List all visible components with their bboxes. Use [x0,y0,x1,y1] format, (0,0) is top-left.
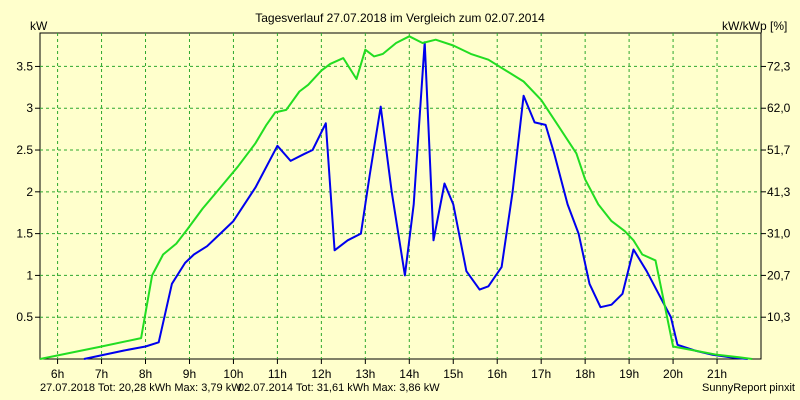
x-tick-label: 21h [707,367,727,381]
y-tick-label-left: 2.5 [16,143,33,157]
footer-credit: SunnyReport pinxit [702,382,795,394]
x-tick-label: 7h [95,367,108,381]
footer-series1-summary: 27.07.2018 Tot: 20,28 kWh Max: 3,79 kW [40,382,242,394]
y-tick-label-right: 72,3 [767,59,791,73]
x-tick-label: 10h [223,367,243,381]
gridlines [35,33,766,364]
y-tick-label-right: 41,3 [767,185,791,199]
y-tick-label-left: 3.5 [16,59,33,73]
x-tick-label: 16h [487,367,507,381]
x-tick-label: 15h [443,367,463,381]
y-axis-label-left: kW [30,19,48,33]
chart-title: Tagesverlauf 27.07.2018 im Vergleich zum… [255,11,545,25]
x-tick-label: 11h [268,367,287,381]
y-tick-label-right: 51,7 [767,143,791,157]
series-lines [39,35,753,360]
y-axis-label-right: kW/kWp [%] [722,19,787,33]
x-tick-label: 8h [139,367,152,381]
x-tick-label: 17h [531,367,551,381]
y-tick-label-left: 3 [26,101,33,115]
x-tick-label: 19h [619,367,639,381]
y-tick-label-right: 10,3 [767,310,791,324]
y-tick-label-right: 62,0 [767,101,791,115]
plot-area [39,32,762,360]
x-tick-label: 12h [311,367,331,381]
x-tick-label: 14h [399,367,419,381]
series-line-1 [83,41,748,360]
y-tick-label-left: 1 [26,268,33,282]
y-tick-label-left: 1.5 [16,227,33,241]
x-tick-label: 6h [51,367,64,381]
y-tick-label-right: 31,0 [767,227,791,241]
tick-labels: 6h 7h 8h 9h 10h 11h 12h 13h 14h 15h 16h 17h 18h 19h 20… [16,59,790,381]
series-line-2 [39,35,753,360]
y-tick-label-right: 20,7 [767,268,791,282]
x-tick-label: 20h [663,367,683,381]
y-tick-label-left: 0.5 [16,310,33,324]
y-tick-label-left: 2 [26,185,33,199]
x-tick-label: 18h [575,367,595,381]
footer-series2-summary: 02.07.2014 Tot: 31,61 kWh Max: 3,86 kW [238,382,440,394]
x-tick-label: 9h [183,367,196,381]
x-tick-label: 13h [355,367,375,381]
